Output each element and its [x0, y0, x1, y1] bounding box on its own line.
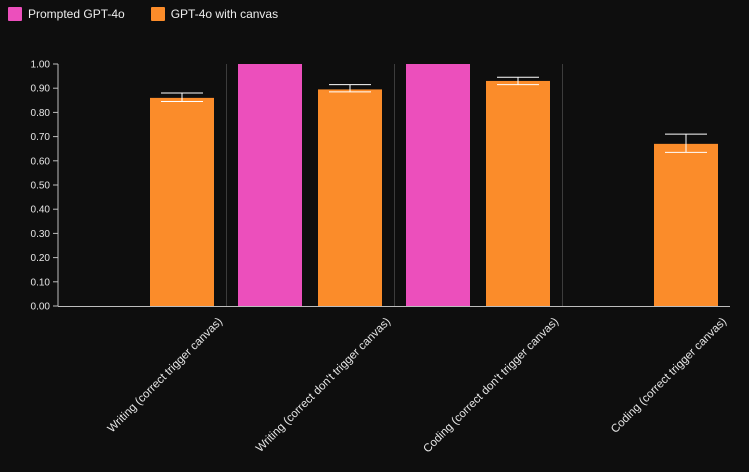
bar: [238, 64, 302, 306]
legend-label-gpt-4o-with-canvas: GPT-4o with canvas: [170, 7, 279, 21]
bar: [486, 80, 550, 306]
legend-item-gpt-4o-with-canvas[interactable]: GPT-4o with canvas: [150, 7, 279, 21]
legend-item-prompted-gpt-4o[interactable]: Prompted GPT-4o: [8, 7, 125, 21]
y-tick-label: 0.10: [31, 277, 51, 288]
bar: [318, 89, 382, 306]
bar: [406, 64, 470, 306]
y-tick-label: 0.40: [31, 205, 51, 216]
bar: [654, 143, 718, 306]
legend-swatch-gpt-4o-with-canvas: [150, 7, 165, 21]
y-tick-label: 0.70: [31, 132, 51, 143]
legend-label-prompted-gpt-4o: Prompted GPT-4o: [28, 7, 125, 21]
x-tick-label: Coding (correct trigger canvas): [609, 316, 729, 436]
y-tick-label: 0.50: [31, 181, 51, 192]
x-tick-label: Writing (correct don't trigger canvas): [254, 316, 393, 455]
y-tick-label: 0.90: [31, 84, 51, 95]
y-tick-label: 1.00: [31, 60, 51, 71]
y-tick-label: 0.30: [31, 229, 51, 240]
chart-legend: Prompted GPT-4o GPT-4o with canvas: [8, 6, 278, 22]
y-tick-label: 0.00: [31, 302, 51, 313]
x-tick-label: Coding (correct don't trigger canvas): [421, 316, 561, 456]
x-tick-label: Writing (correct trigger canvas): [106, 316, 226, 436]
y-tick-label: 0.20: [31, 253, 51, 264]
bar: [150, 97, 214, 306]
y-tick-label: 0.80: [31, 108, 51, 119]
legend-swatch-prompted-gpt-4o: [8, 7, 22, 21]
y-tick-label: 0.60: [31, 156, 51, 167]
